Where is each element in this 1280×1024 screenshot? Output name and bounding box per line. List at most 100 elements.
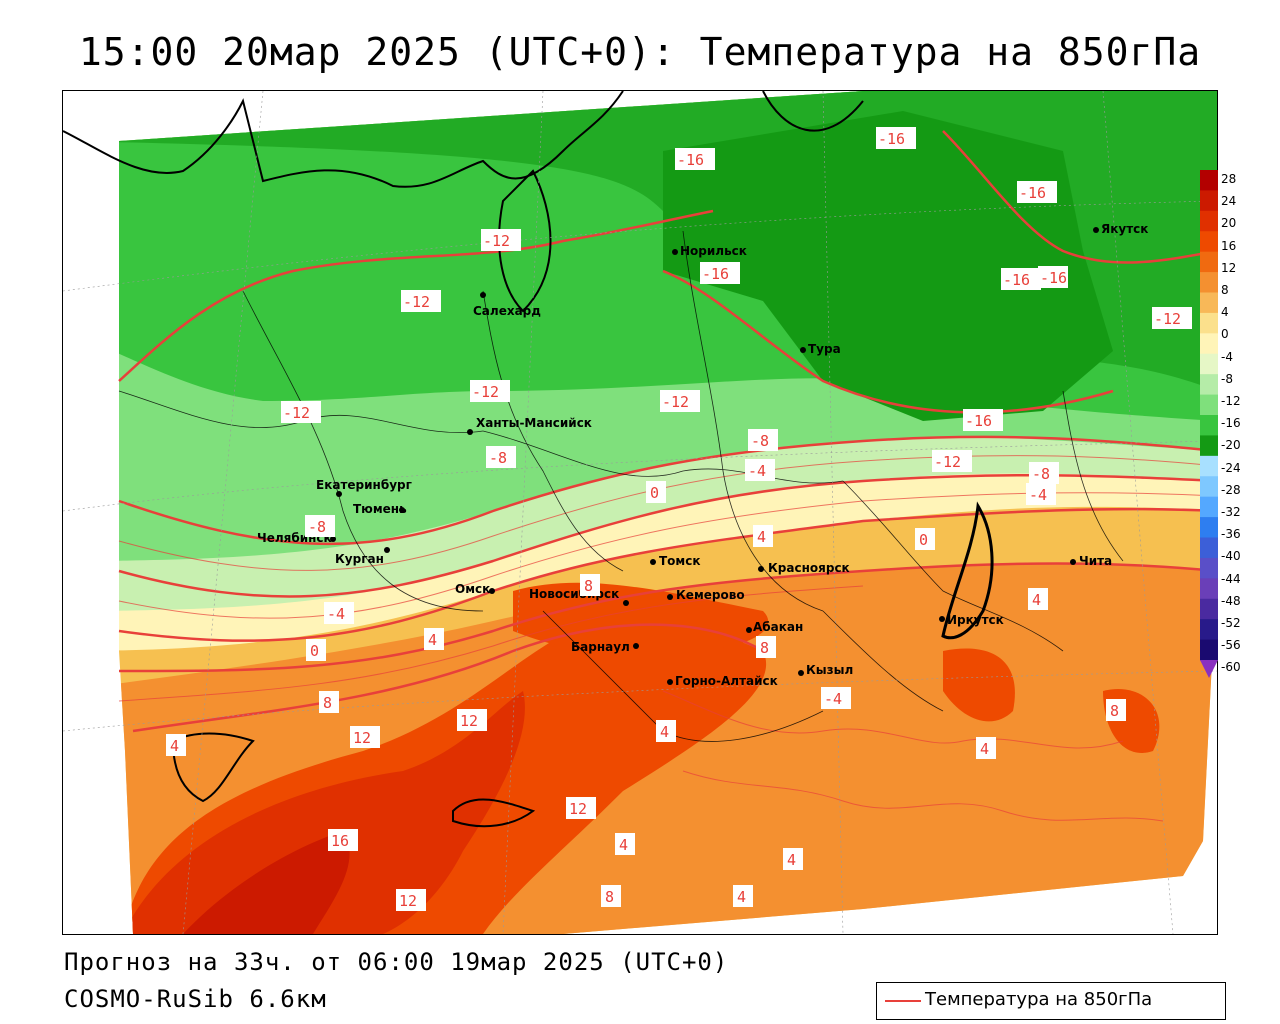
colorbar-tick-label: -56 [1221,638,1241,653]
svg-text:-12: -12 [472,383,499,401]
contour-label: -16 [675,148,715,170]
contour-label: -12 [932,450,972,472]
colorbar-segment [1200,272,1218,293]
contour-label: -12 [470,380,510,402]
colorbar-tick-label: 0 [1221,327,1229,342]
colorbar-tick-label: 28 [1221,172,1237,186]
colorbar [1200,170,1218,678]
contour-label: -16 [1001,268,1041,290]
contour-label: -4 [1026,483,1056,505]
contour-label: -12 [401,290,441,312]
contour-label: 4 [1028,588,1048,610]
svg-text:-16: -16 [1019,184,1046,202]
colorbar-tick-label: 20 [1221,216,1237,231]
colorbar-tick-label: 8 [1221,283,1229,297]
colorbar-segment [1200,333,1218,355]
contour-label: -12 [660,390,700,412]
colorbar-segment [1200,374,1218,396]
map-panel: Норильск Якутск Салехард Тура Ханты-Манс… [62,90,1218,935]
colorbar-segment [1200,476,1218,498]
colorbar-bottom-arrow [1200,660,1218,678]
contour-label: 8 [319,691,339,713]
svg-text:4: 4 [757,528,766,546]
contour-label: 4 [733,885,753,907]
svg-text:4: 4 [980,740,989,758]
coastline [63,91,994,828]
city-label-yakutsk: Якутск [1101,222,1148,236]
contour-label: 8 [756,636,776,658]
colorbar-segment [1200,353,1218,375]
svg-text:8: 8 [760,639,769,657]
colorbar-segment [1200,455,1218,477]
svg-text:0: 0 [650,484,659,502]
svg-text:-4: -4 [327,605,345,623]
colorbar-segment [1200,251,1218,273]
colorbar-tick-label: -32 [1221,505,1241,519]
colorbar-segment [1200,415,1218,436]
temperature-fill [119,91,1217,934]
city-markers [330,227,1099,685]
contour-label: 4 [615,833,635,855]
colorbar-segment [1200,578,1218,600]
svg-text:-12: -12 [283,404,310,422]
colorbar-segment [1200,598,1218,620]
colorbar-segment [1200,639,1218,661]
colorbar-tick-label: 24 [1221,194,1237,209]
colorbar-segment [1200,619,1218,641]
forecast-info: Прогноз на 33ч. от 06:00 19мар 2025 (UTC… [64,948,729,976]
contour-label: 12 [457,709,487,731]
colorbar-tick-label: -4 [1221,349,1233,364]
contour-label: -16 [963,409,1003,431]
colorbar-segments [1200,170,1218,678]
svg-text:-16: -16 [878,130,905,148]
colorbar-tick-label: -16 [1221,416,1241,431]
city-label-kurgan: Курган [335,552,384,566]
city-label-abakan: Абакан [753,620,803,634]
colorbar-tick-label: -12 [1221,394,1241,408]
contour-label: -8 [486,446,516,468]
colorbar-tick-label: -24 [1221,460,1241,475]
svg-text:-4: -4 [824,690,842,708]
contour-labels: -16 -16 -16 -16 -16 -16 -16 -12 -12 -12 … [166,127,1192,911]
colorbar-segment [1200,537,1218,559]
svg-text:-8: -8 [751,432,769,450]
legend: Температура на 850гПа [876,982,1226,1020]
svg-text:-12: -12 [1154,310,1181,328]
contour-label: -16 [1038,266,1068,288]
svg-text:4: 4 [1032,591,1041,609]
colorbar-segment [1200,557,1218,579]
city-label-irkutsk: Иркутск [947,613,1004,627]
contour-label: -12 [481,229,521,251]
colorbar-tick-label: -48 [1221,593,1241,608]
city-label-salekhard: Салехард [473,304,541,318]
contour-label: 0 [306,639,326,661]
city-label-norilsk: Норильск [680,244,747,258]
city-label-kyzyl: Кызыл [806,663,853,677]
colorbar-segment [1200,190,1218,212]
legend-label: Температура на 850гПа [925,989,1153,1010]
region-borders [118,230,1124,742]
city-label-kemerovo: Кемерово [676,588,745,602]
graticule [63,91,1217,934]
svg-text:4: 4 [660,723,669,741]
colorbar-segment [1200,435,1218,457]
svg-text:-16: -16 [1040,269,1067,287]
svg-text:8: 8 [323,694,332,712]
city-label-tyumen: Тюмень [353,502,407,516]
colorbar-tick-label: -36 [1221,527,1241,542]
contour-label: -4 [745,459,775,481]
svg-text:12: 12 [353,729,371,747]
contour-label: 12 [566,797,596,819]
svg-text:-12: -12 [483,232,510,250]
contour-label: -16 [876,127,916,149]
svg-text:-8: -8 [308,518,326,536]
contour-label: 4 [166,734,186,756]
contour-label: 16 [328,829,358,851]
city-label-tomsk: Томск [659,554,701,568]
svg-text:0: 0 [919,531,928,549]
svg-text:4: 4 [428,631,437,649]
contour-label: 8 [601,885,621,907]
contour-label: -4 [324,602,354,624]
city-label-omsk: Омск [455,582,490,596]
colorbar-segment [1200,312,1218,334]
